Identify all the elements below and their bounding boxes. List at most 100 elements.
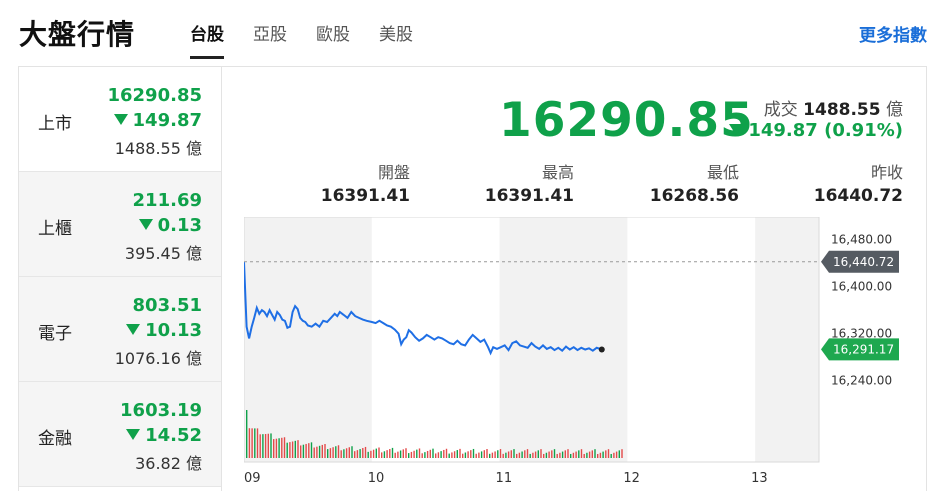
volume-bar: [615, 451, 618, 458]
volume-bar: [340, 450, 342, 458]
index-change-value: 149.87 (0.91%): [748, 120, 903, 141]
volume-bar: [351, 446, 353, 458]
market-item-otc[interactable]: 上櫃 211.69 0.13 395.45 億: [19, 172, 221, 277]
stat-label: 昨收: [870, 163, 903, 182]
volume-bar: [370, 450, 372, 458]
tab-taiwan[interactable]: 台股: [190, 20, 224, 59]
volume-bar: [302, 444, 305, 458]
market-price: 211.69: [132, 190, 202, 211]
volume-bar: [618, 450, 620, 458]
volume-bar: [470, 450, 472, 458]
volume-bar: [583, 453, 585, 458]
volume-bar: [321, 444, 323, 458]
volume-bar: [467, 451, 469, 458]
volume-bar: [259, 434, 261, 458]
volume-bar: [602, 451, 604, 458]
volume-bar: [421, 453, 423, 458]
intraday-chart[interactable]: 16,480.00 16,400.00 16,320.00 16,240.00 16,4…: [244, 217, 914, 491]
index-change: 149.87 (0.91%): [729, 120, 903, 141]
stat-label: 最高: [541, 163, 574, 182]
volume-bar: [297, 440, 299, 458]
volume-bar: [389, 449, 391, 458]
volume-bar: [364, 446, 367, 458]
volume-bar: [426, 450, 429, 458]
volume-bar: [286, 442, 288, 458]
volume-bar: [610, 453, 612, 458]
volume-bar: [437, 452, 440, 458]
volume-bar: [394, 452, 396, 458]
market-change-value: 14.52: [145, 425, 202, 446]
volume-bar: [491, 452, 494, 458]
volume-bar: [564, 450, 566, 458]
volume-bar: [383, 451, 386, 458]
tab-us[interactable]: 美股: [379, 25, 413, 45]
volume-bar: [273, 439, 275, 458]
volume-bar: [524, 450, 526, 458]
volume-bar: [348, 447, 350, 458]
market-change-value: 10.13: [145, 320, 202, 341]
index-price: 16290.85: [499, 93, 754, 148]
more-indices-link[interactable]: 更多指數: [859, 26, 927, 46]
volume-bar: [445, 448, 448, 458]
down-arrow-icon: [729, 124, 744, 135]
x-tick-label: 11: [496, 471, 513, 486]
volume-bar: [267, 433, 269, 458]
down-arrow-icon: [126, 324, 141, 335]
volume-bar: [372, 449, 375, 458]
volume-bar: [337, 445, 340, 458]
volume-bar: [459, 448, 461, 458]
volume-bar: [451, 452, 453, 458]
stat-value: 16440.72: [813, 186, 903, 206]
volume-bar: [356, 450, 359, 458]
volume-bar: [475, 453, 477, 458]
volume-bar: [440, 451, 442, 458]
volume-bar: [580, 449, 583, 458]
volume-bar: [256, 428, 259, 458]
stat-high: 最高 16391.41: [434, 159, 574, 206]
volume-bar: [561, 451, 564, 458]
volume-bar: [318, 445, 321, 458]
market-change: 14.52: [126, 425, 202, 446]
volume-bar: [575, 451, 577, 458]
prev-close-tag: 16,440.72: [833, 255, 894, 269]
volume-bar: [472, 448, 475, 458]
market-name: 上市: [38, 114, 72, 134]
tab-asia[interactable]: 亞股: [253, 25, 287, 45]
last-price-tag-bg: [821, 338, 899, 361]
volume-bar: [613, 452, 615, 458]
volume-bar: [540, 449, 542, 458]
volume-bar: [278, 438, 280, 458]
volume-bar: [453, 451, 456, 458]
volume-bar: [588, 451, 591, 458]
market-name: 電子: [38, 324, 72, 344]
market-change: 0.13: [138, 215, 202, 236]
page-title: 大盤行情: [19, 18, 136, 51]
volume-bar: [335, 446, 337, 458]
tab-europe[interactable]: 歐股: [316, 25, 350, 45]
stat-value: 16391.41: [320, 186, 410, 206]
volume-unit: 億: [886, 100, 903, 120]
market-list: 上市 16290.85 149.87 1488.55 億 上櫃 211.69 0…: [19, 67, 222, 491]
volume-bar: [556, 453, 558, 458]
volume-bar: [397, 451, 399, 458]
volume-bar: [416, 449, 418, 458]
stat-value: 16268.56: [649, 186, 739, 206]
market-item-listed[interactable]: 上市 16290.85 149.87 1488.55 億: [19, 67, 221, 172]
volume-bar: [586, 452, 588, 458]
volume-bar: [443, 449, 445, 458]
volume-bar: [534, 451, 537, 458]
market-item-finance[interactable]: 金融 1603.19 14.52 36.82 億: [19, 382, 221, 487]
volume-bar: [478, 452, 480, 458]
plot-frame: [244, 217, 820, 463]
volume-bar: [246, 410, 248, 458]
volume-bar: [526, 449, 529, 458]
volume-bar: [432, 448, 434, 458]
volume-bar: [499, 449, 502, 458]
volume-bar: [359, 449, 361, 458]
volume-bar: [405, 448, 407, 458]
volume-bar: [572, 452, 575, 458]
x-tick-label: 12: [623, 471, 640, 486]
stat-value: 16391.41: [484, 186, 574, 206]
market-item-electronics[interactable]: 電子 803.51 10.13 1076.16 億: [19, 277, 221, 382]
volume-bar: [591, 450, 593, 458]
